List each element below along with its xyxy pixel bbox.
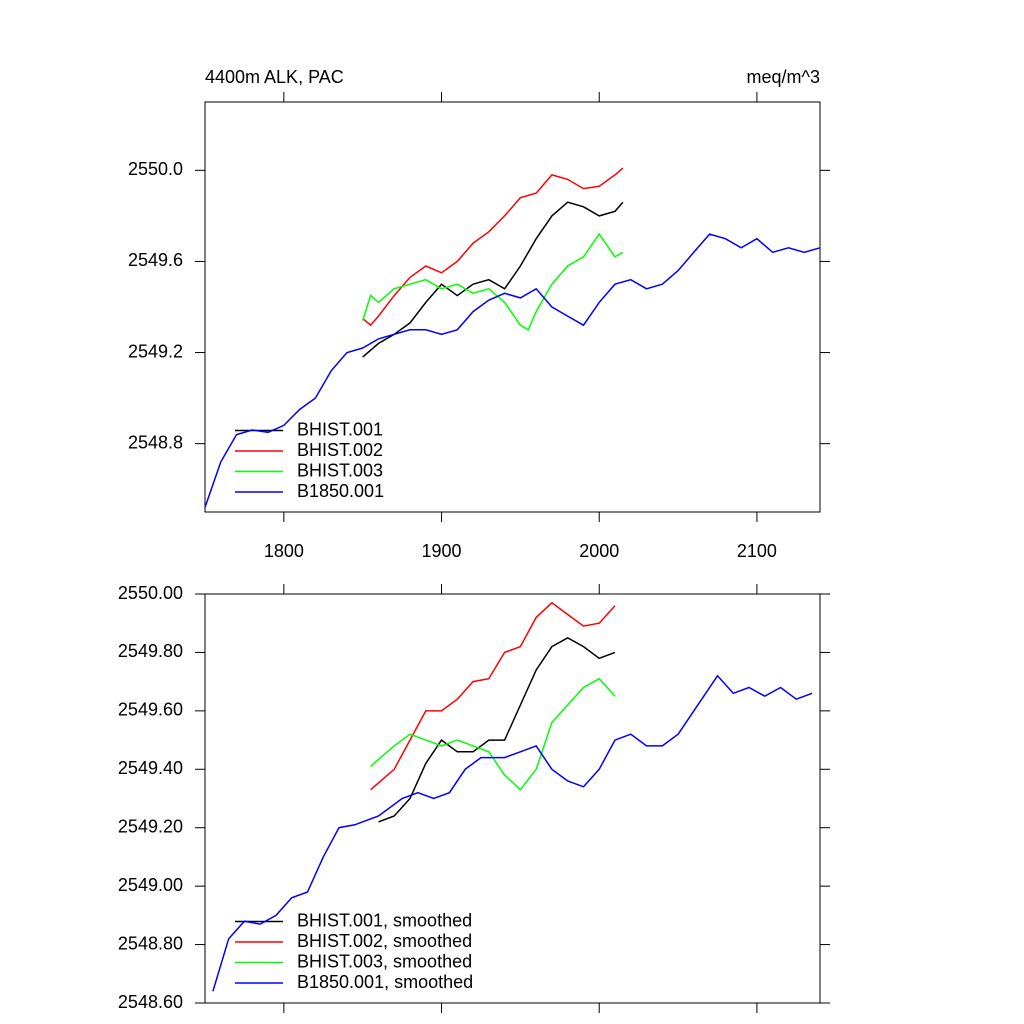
y-tick-label: 2549.20 xyxy=(118,816,183,836)
series-line xyxy=(370,601,616,791)
units-label: meq/m^3 xyxy=(747,67,820,87)
series-line xyxy=(361,232,624,331)
legend-label: B1850.001, smoothed xyxy=(297,972,473,992)
series-line xyxy=(362,167,624,327)
legend-label: BHIST.001, smoothed xyxy=(297,910,472,930)
x-tick-label: 2100 xyxy=(737,541,777,561)
x-tick-label: 2000 xyxy=(579,541,619,561)
y-tick-label: 2548.80 xyxy=(118,933,183,953)
y-tick-label: 2549.00 xyxy=(118,875,183,895)
series-line xyxy=(378,636,616,823)
x-tick-label: 1900 xyxy=(422,541,462,561)
y-tick-label: 2549.60 xyxy=(118,700,183,720)
series-line xyxy=(362,201,624,358)
y-tick-label: 2549.2 xyxy=(128,341,183,361)
series-line xyxy=(212,674,813,992)
legend-label: BHIST.003, smoothed xyxy=(297,951,472,971)
y-tick-label: 2549.6 xyxy=(128,250,183,270)
y-tick-label: 2550.0 xyxy=(128,159,183,179)
legend-label: BHIST.003 xyxy=(297,460,383,480)
y-tick-label: 2548.60 xyxy=(118,992,183,1012)
legend-label: BHIST.002, smoothed xyxy=(297,931,472,951)
y-tick-label: 2549.80 xyxy=(118,641,183,661)
series-line xyxy=(204,233,821,508)
legend-label: BHIST.001 xyxy=(297,419,383,439)
plot-frame xyxy=(204,101,821,513)
chart-title: 4400m ALK, PAC xyxy=(205,67,344,87)
series-line xyxy=(370,677,616,791)
legend-label: B1850.001 xyxy=(297,481,384,501)
plot-frame xyxy=(204,593,821,1004)
y-tick-label: 2550.00 xyxy=(118,583,183,603)
y-tick-label: 2548.8 xyxy=(128,432,183,452)
y-tick-label: 2549.40 xyxy=(118,758,183,778)
legend-label: BHIST.002 xyxy=(297,440,383,460)
x-tick-label: 1800 xyxy=(264,541,304,561)
